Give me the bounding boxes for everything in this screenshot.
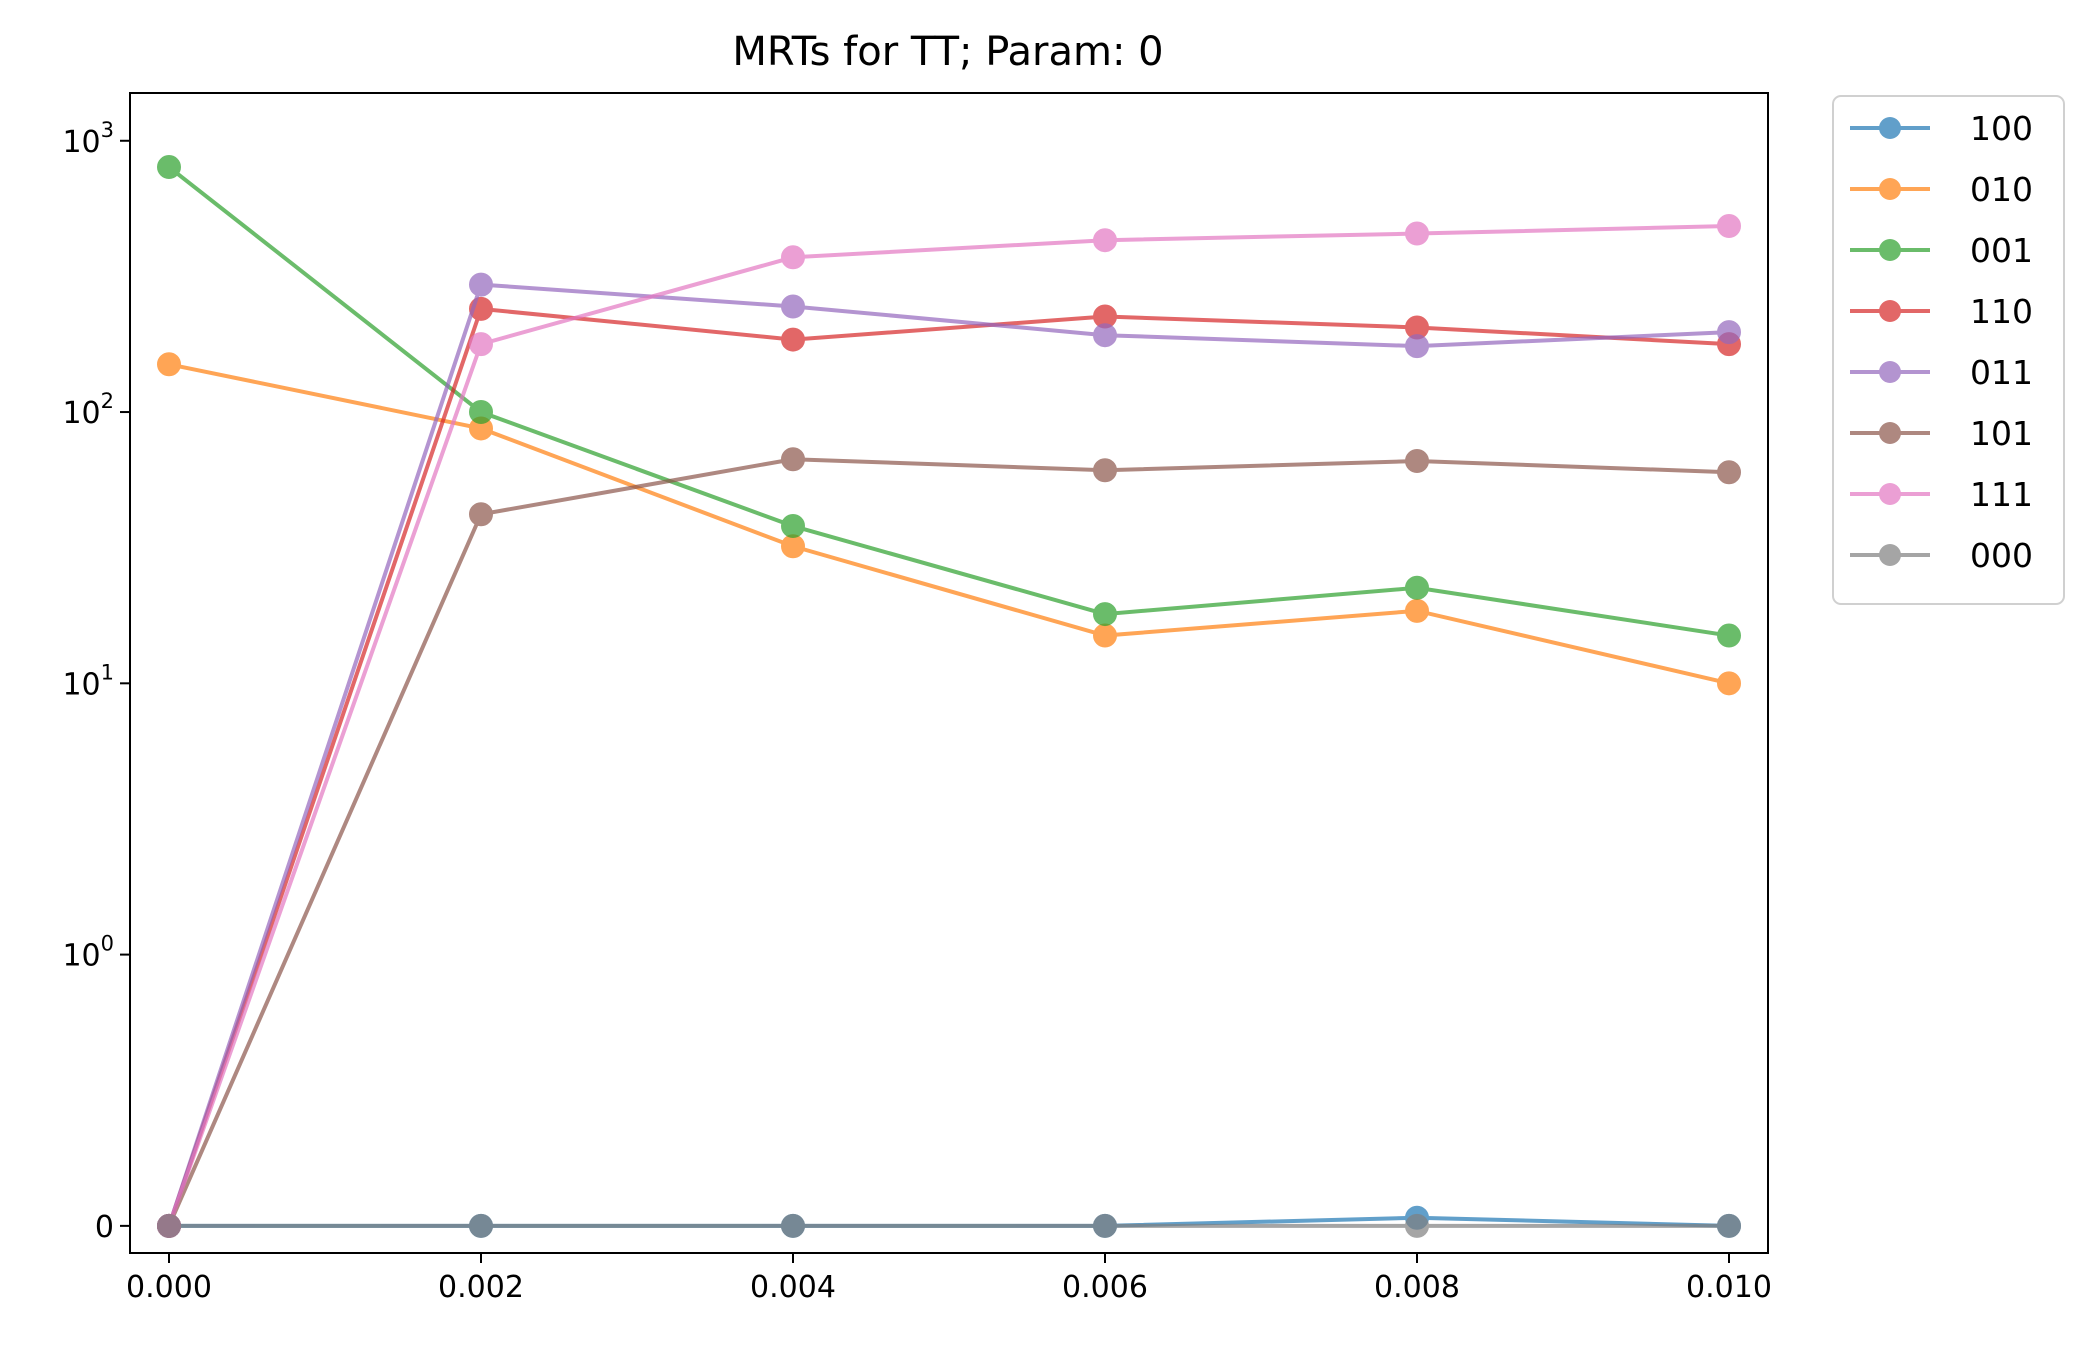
data-point [781, 327, 805, 352]
data-point [781, 294, 805, 319]
legend-label: 100 [1970, 109, 2033, 148]
series-line [168, 362, 1730, 686]
legend-item: 011 [1850, 353, 2033, 392]
x-tick-label: 0.004 [750, 1270, 836, 1305]
data-point [157, 352, 181, 377]
series-line [167, 282, 1730, 1227]
legend-swatch [1850, 361, 1930, 383]
legend-swatch [1850, 422, 1930, 444]
series-line [167, 306, 1730, 1227]
legend-item: 010 [1850, 170, 2033, 209]
data-point [781, 245, 805, 270]
x-tick-label: 0.002 [438, 1270, 524, 1305]
legend-swatch [1850, 239, 1930, 261]
x-axis: 0.000 0.002 0.004 0.006 0.008 0.010 [126, 1253, 1772, 1305]
legend-box [1832, 95, 2065, 605]
data-point [1405, 575, 1429, 600]
legend-label: 001 [1970, 231, 2033, 270]
data-point [469, 400, 493, 425]
data-point [1093, 623, 1117, 648]
series-layer [157, 155, 1741, 1238]
data-point [1093, 323, 1117, 348]
legend-item: 110 [1850, 292, 2033, 331]
legend-label: 011 [1970, 353, 2033, 392]
y-tick-base: 10 [62, 667, 100, 702]
series-011 [157, 272, 1741, 1238]
series-010 [157, 352, 1741, 696]
legend-item: 001 [1850, 231, 2033, 270]
legend-item: 100 [1850, 109, 2033, 148]
y-tick-exponent: 0 [101, 932, 114, 956]
series-001 [157, 155, 1741, 648]
series-line [167, 224, 1730, 1227]
data-point [469, 1213, 493, 1238]
series-line [167, 457, 1730, 1227]
data-point [469, 272, 493, 297]
x-tick-label: 0.006 [1062, 1270, 1148, 1305]
legend-swatch [1850, 300, 1930, 322]
data-point [469, 502, 493, 527]
data-point [1405, 1213, 1429, 1238]
legend-item: 111 [1850, 475, 2033, 514]
series-000 [157, 1213, 1741, 1238]
data-point [1405, 448, 1429, 473]
y-tick-exponent: 1 [101, 660, 114, 684]
legend-label: 010 [1970, 170, 2033, 209]
data-point [1717, 460, 1741, 485]
y-tick-label: 100 [62, 932, 114, 974]
y-tick-base: 10 [62, 125, 100, 160]
data-point [1717, 623, 1741, 648]
y-tick-label: 103 [62, 118, 114, 160]
legend-swatch [1850, 483, 1930, 505]
legend-swatch [1850, 117, 1930, 139]
y-tick-base: 10 [62, 939, 100, 974]
chart-title: MRTs for TT; Param: 0 [732, 29, 1163, 75]
x-tick-label: 0.010 [1686, 1270, 1772, 1305]
series-line [167, 165, 1730, 638]
legend-swatch [1850, 178, 1930, 200]
data-point [1717, 1213, 1741, 1238]
legend: 100 010 001 110 011 101 111 000 [1832, 95, 2065, 605]
legend-label: 101 [1970, 414, 2033, 453]
data-point [1717, 671, 1741, 696]
data-point [781, 1213, 805, 1238]
data-point [1405, 221, 1429, 246]
y-tick-base: 0 [95, 1210, 114, 1245]
legend-label: 110 [1970, 292, 2033, 331]
data-point [1405, 334, 1429, 359]
data-point [1717, 320, 1741, 345]
legend-item: 000 [1850, 536, 2033, 575]
x-tick-label: 0.008 [1374, 1270, 1460, 1305]
data-point [469, 332, 493, 357]
y-tick-label: 102 [62, 389, 114, 431]
data-point [1717, 214, 1741, 239]
y-tick-label: 101 [62, 660, 114, 702]
data-point [157, 155, 181, 180]
y-tick-base: 10 [62, 396, 100, 431]
y-tick-exponent: 3 [101, 118, 114, 142]
data-point [1405, 598, 1429, 623]
x-tick-label: 0.000 [126, 1270, 212, 1305]
data-point [1093, 458, 1117, 483]
data-point [781, 534, 805, 559]
y-tick-exponent: 2 [101, 389, 114, 413]
legend-item: 101 [1850, 414, 2033, 453]
data-point [1093, 228, 1117, 253]
data-point [781, 514, 805, 539]
data-point [1093, 1213, 1117, 1238]
y-tick-label: 0 [95, 1210, 114, 1245]
legend-label: 000 [1970, 536, 2033, 575]
data-point [157, 1213, 181, 1238]
data-point [781, 447, 805, 472]
axes-frame [129, 92, 1769, 1254]
legend-swatch [1850, 544, 1930, 566]
legend-label: 111 [1970, 475, 2033, 514]
data-point [1093, 602, 1117, 627]
